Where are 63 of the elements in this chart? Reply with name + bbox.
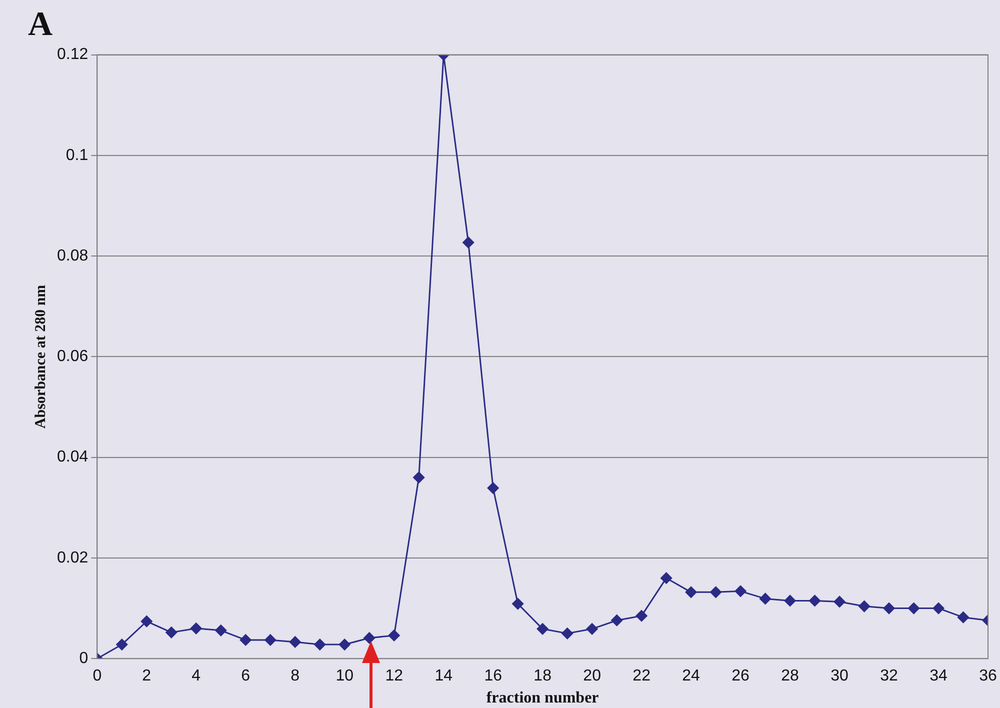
- x-tick-label: 34: [930, 668, 948, 685]
- point: [512, 598, 524, 610]
- x-tick-label: 6: [241, 668, 250, 685]
- point: [215, 624, 227, 636]
- x-tick-label: 32: [880, 668, 898, 685]
- y-tick-label: 0.02: [57, 549, 88, 566]
- point: [858, 600, 870, 612]
- point: [660, 572, 672, 584]
- y-tick-label: 0: [79, 650, 88, 668]
- chart-title: A: [28, 6, 53, 44]
- point: [462, 236, 474, 248]
- point: [760, 592, 772, 604]
- point: [140, 616, 152, 628]
- x-tick-label: 28: [781, 668, 800, 685]
- x-tick-label: 8: [290, 668, 300, 685]
- x-tick-label: 30: [830, 668, 849, 685]
- point: [734, 585, 746, 597]
- y-tick-label: 0.08: [57, 247, 88, 264]
- point: [536, 623, 548, 635]
- point: [586, 623, 598, 635]
- x-tick-label: 0: [92, 668, 102, 685]
- point: [264, 634, 276, 646]
- point: [364, 632, 376, 644]
- point: [784, 594, 796, 606]
- y-tick-label: 0.06: [57, 348, 88, 366]
- x-tick-label: 36: [979, 668, 997, 685]
- point: [338, 638, 350, 650]
- x-tick-label: 24: [682, 668, 700, 685]
- point: [240, 634, 252, 646]
- point: [413, 472, 425, 484]
- x-axis-title: fraction number: [486, 690, 599, 707]
- point: [116, 638, 128, 650]
- point: [958, 612, 970, 624]
- x-tick-label: 10: [336, 668, 354, 685]
- point: [636, 610, 648, 622]
- x-tick-label: 16: [484, 668, 502, 685]
- x-tick-label: 2: [142, 668, 152, 685]
- y-axis-title: Absorbance at 280 nm: [32, 284, 49, 429]
- point: [908, 602, 920, 614]
- x-tick-label: 14: [434, 668, 453, 685]
- x-tick-label: 12: [385, 668, 404, 685]
- point: [190, 622, 202, 634]
- point: [487, 482, 499, 494]
- y-tick-label: 0.12: [57, 46, 88, 64]
- y-tick-label: 0.1: [66, 146, 88, 164]
- point: [562, 628, 574, 640]
- x-tick-label: 20: [583, 668, 602, 685]
- x-tick-label: 26: [732, 668, 750, 685]
- y-tick-label: 0.04: [57, 448, 88, 466]
- point: [166, 626, 178, 638]
- point: [611, 614, 623, 626]
- x-tick-label: 18: [534, 668, 552, 685]
- point: [289, 636, 301, 648]
- x-tick-label: 4: [192, 668, 201, 685]
- point: [710, 586, 722, 598]
- point: [834, 596, 846, 608]
- point: [314, 638, 326, 650]
- point: [388, 630, 400, 642]
- point: [685, 586, 697, 598]
- point: [932, 602, 944, 614]
- point: [809, 594, 821, 606]
- x-tick-label: 22: [632, 668, 651, 685]
- point: [883, 602, 895, 614]
